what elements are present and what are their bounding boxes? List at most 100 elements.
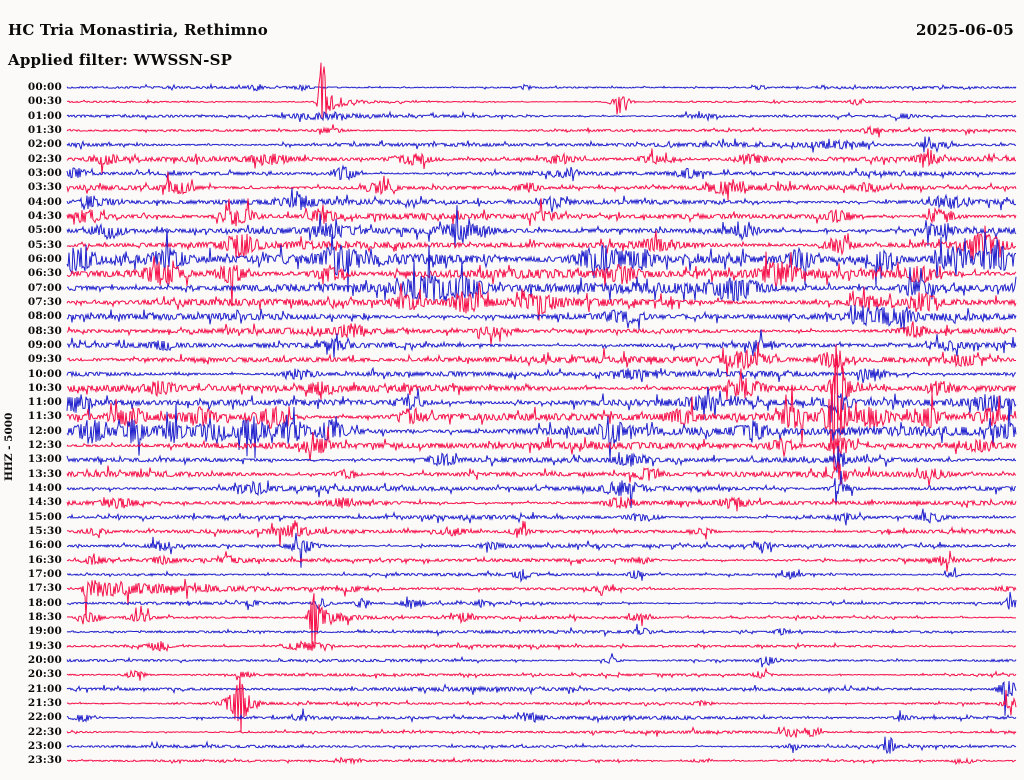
time-label-22:30: 22:30 — [27, 725, 62, 738]
time-label-09:00: 09:00 — [27, 338, 62, 351]
time-label-03:30: 03:30 — [27, 181, 62, 194]
time-label-00:00: 00:00 — [27, 81, 62, 93]
trace-row-18:00 — [66, 591, 1017, 610]
trace-row-21:30 — [66, 677, 1017, 733]
trace-row-02:00 — [66, 136, 1017, 154]
trace-row-10:30 — [66, 344, 1017, 421]
time-label-10:00: 10:00 — [27, 367, 62, 380]
trace-row-11:00 — [66, 386, 1017, 423]
trace-row-21:00 — [66, 681, 1017, 716]
trace-row-07:00 — [67, 245, 1017, 303]
trace-row-22:30 — [66, 725, 1017, 738]
trace-row-05:30 — [66, 225, 1017, 261]
trace-row-06:00 — [66, 228, 1016, 291]
time-label-00:30: 00:30 — [27, 95, 62, 108]
time-label-22:00: 22:00 — [27, 711, 62, 724]
time-label-06:00: 06:00 — [27, 252, 62, 265]
time-label-19:30: 19:30 — [27, 639, 62, 652]
time-label-18:00: 18:00 — [27, 596, 62, 609]
time-label-11:30: 11:30 — [27, 410, 62, 423]
trace-row-15:00 — [66, 508, 1016, 526]
time-label-15:00: 15:00 — [27, 510, 62, 523]
time-label-03:00: 03:00 — [27, 166, 62, 179]
trace-row-14:00 — [66, 470, 1017, 509]
time-label-15:30: 15:30 — [27, 525, 62, 538]
station-title: HC Tria Monastiria, Rethimno — [8, 21, 268, 39]
trace-row-08:30 — [66, 321, 1017, 345]
trace-row-15:30 — [66, 520, 1017, 547]
trace-row-08:00 — [66, 304, 1017, 331]
time-label-21:30: 21:30 — [27, 696, 62, 709]
trace-row-18:30 — [66, 593, 1016, 648]
time-label-21:00: 21:00 — [27, 682, 62, 695]
trace-row-01:30 — [66, 124, 1017, 138]
time-label-13:30: 13:30 — [27, 467, 62, 480]
trace-row-19:30 — [66, 640, 1017, 653]
trace-row-09:00 — [67, 329, 1017, 358]
time-label-14:30: 14:30 — [27, 496, 62, 509]
time-axis-labels: 00:00 00:30 01:00 01:30 02:00 02:30 03:00 03:30… — [0, 0, 64, 780]
trace-row-10:00 — [66, 366, 1016, 384]
time-label-10:30: 10:30 — [27, 381, 62, 394]
time-label-04:00: 04:00 — [27, 195, 62, 208]
trace-row-12:00 — [66, 399, 1017, 460]
time-label-16:00: 16:00 — [27, 539, 62, 552]
trace-row-02:30 — [66, 148, 1017, 175]
time-label-17:30: 17:30 — [27, 582, 62, 595]
trace-row-17:30 — [66, 578, 1017, 619]
time-label-17:00: 17:00 — [27, 568, 62, 581]
trace-row-20:00 — [66, 653, 1017, 668]
time-label-06:30: 06:30 — [27, 267, 62, 280]
trace-row-05:00 — [66, 205, 1017, 248]
trace-row-11:30 — [66, 358, 1017, 470]
time-label-09:30: 09:30 — [27, 353, 62, 366]
time-label-04:30: 04:30 — [27, 209, 62, 222]
trace-row-14:30 — [66, 496, 1017, 512]
time-label-18:30: 18:30 — [27, 611, 62, 624]
trace-row-03:30 — [66, 172, 1017, 201]
time-label-19:00: 19:00 — [27, 625, 62, 638]
time-label-20:00: 20:00 — [27, 654, 62, 666]
trace-row-23:30 — [66, 756, 1016, 766]
time-label-12:30: 12:30 — [27, 439, 62, 452]
trace-row-00:00 — [66, 82, 1017, 92]
time-label-01:30: 01:30 — [27, 123, 62, 136]
trace-row-16:00 — [66, 532, 1017, 568]
trace-row-16:30 — [66, 550, 1017, 572]
time-label-14:00: 14:00 — [27, 482, 62, 495]
time-label-02:00: 02:00 — [27, 138, 62, 151]
time-label-12:00: 12:00 — [27, 424, 62, 437]
record-date: 2025-06-05 — [916, 21, 1014, 39]
trace-row-06:30 — [66, 251, 1017, 306]
trace-row-03:00 — [66, 164, 1017, 182]
trace-row-00:30 — [66, 62, 1017, 119]
trace-row-22:00 — [66, 708, 1017, 724]
time-label-05:30: 05:30 — [27, 238, 62, 251]
time-label-01:00: 01:00 — [27, 109, 62, 122]
applied-filter-label: Applied filter: WWSSN-SP — [8, 51, 233, 69]
time-label-11:00: 11:00 — [27, 396, 62, 409]
trace-row-12:30 — [66, 426, 1017, 461]
time-label-02:30: 02:30 — [27, 152, 62, 165]
trace-row-07:30 — [66, 282, 1017, 321]
time-label-23:30: 23:30 — [27, 754, 62, 767]
trace-row-01:00 — [66, 110, 1017, 123]
time-label-07:00: 07:00 — [27, 281, 62, 294]
trace-row-23:00 — [66, 736, 1017, 755]
time-label-07:30: 07:30 — [27, 295, 62, 308]
time-label-23:00: 23:00 — [27, 739, 62, 752]
time-label-08:30: 08:30 — [27, 324, 62, 337]
time-label-20:30: 20:30 — [27, 668, 62, 681]
trace-row-13:30 — [66, 461, 1017, 487]
trace-row-17:00 — [66, 567, 1017, 583]
trace-row-13:00 — [66, 445, 1016, 473]
time-label-13:00: 13:00 — [27, 453, 62, 466]
trace-row-04:30 — [66, 198, 1017, 227]
trace-row-19:00 — [66, 623, 1017, 638]
time-label-16:30: 16:30 — [27, 553, 62, 566]
time-label-08:00: 08:00 — [27, 310, 62, 323]
time-label-05:00: 05:00 — [27, 224, 62, 237]
trace-row-20:30 — [66, 667, 1017, 681]
